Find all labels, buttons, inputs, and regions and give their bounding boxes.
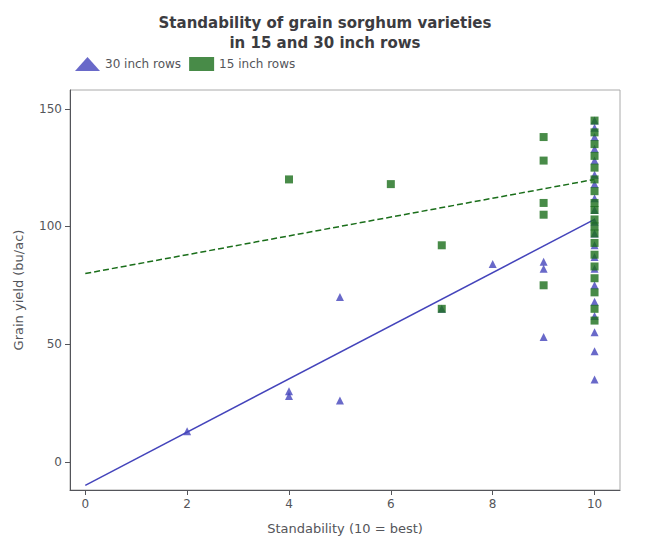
- svg-text:15 inch rows: 15 inch rows: [219, 57, 295, 71]
- svg-text:50: 50: [47, 337, 62, 351]
- svg-text:0: 0: [54, 455, 62, 469]
- svg-text:10: 10: [587, 497, 602, 511]
- svg-text:150: 150: [39, 102, 62, 116]
- svg-text:6: 6: [387, 497, 395, 511]
- svg-text:100: 100: [39, 219, 62, 233]
- svg-text:4: 4: [285, 497, 293, 511]
- svg-text:Standability of grain sorghum: Standability of grain sorghum varieties: [159, 14, 492, 32]
- svg-text:8: 8: [489, 497, 497, 511]
- svg-text:Standability (10 = best): Standability (10 = best): [267, 521, 423, 536]
- svg-text:30 inch rows: 30 inch rows: [105, 57, 181, 71]
- svg-text:Grain yield (bu/ac): Grain yield (bu/ac): [11, 230, 26, 351]
- svg-text:2: 2: [183, 497, 191, 511]
- svg-text:0: 0: [81, 497, 89, 511]
- svg-text:in 15 and 30 inch rows: in 15 and 30 inch rows: [229, 34, 420, 52]
